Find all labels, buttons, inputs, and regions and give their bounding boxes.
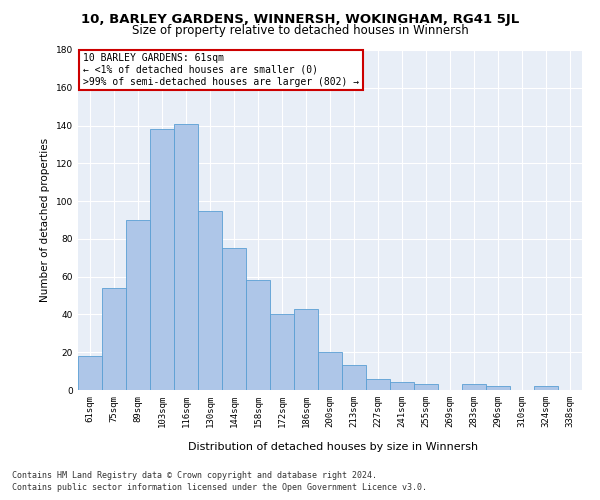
Text: Contains HM Land Registry data © Crown copyright and database right 2024.: Contains HM Land Registry data © Crown c… (12, 471, 377, 480)
Bar (318, 352, 342, 390)
Bar (150, 130, 174, 390)
Bar (126, 220, 150, 390)
Text: 10, BARLEY GARDENS, WINNERSH, WOKINGHAM, RG41 5JL: 10, BARLEY GARDENS, WINNERSH, WOKINGHAM,… (81, 12, 519, 26)
Bar (78, 356, 102, 390)
Text: Distribution of detached houses by size in Winnersh: Distribution of detached houses by size … (188, 442, 478, 452)
Bar (246, 280, 270, 390)
Bar (294, 309, 318, 390)
Bar (462, 384, 486, 390)
Bar (414, 384, 438, 390)
Bar (534, 386, 558, 390)
Bar (486, 386, 510, 390)
Bar (222, 248, 246, 390)
Bar (366, 378, 390, 390)
Bar (342, 366, 366, 390)
Text: Size of property relative to detached houses in Winnersh: Size of property relative to detached ho… (131, 24, 469, 37)
Bar (102, 288, 126, 390)
Bar (198, 210, 222, 390)
Bar (270, 314, 294, 390)
Bar (174, 124, 198, 390)
Y-axis label: Number of detached properties: Number of detached properties (40, 138, 50, 302)
Text: 10 BARLEY GARDENS: 61sqm
← <1% of detached houses are smaller (0)
>99% of semi-d: 10 BARLEY GARDENS: 61sqm ← <1% of detach… (83, 54, 359, 86)
Bar (390, 382, 414, 390)
Text: Contains public sector information licensed under the Open Government Licence v3: Contains public sector information licen… (12, 484, 427, 492)
